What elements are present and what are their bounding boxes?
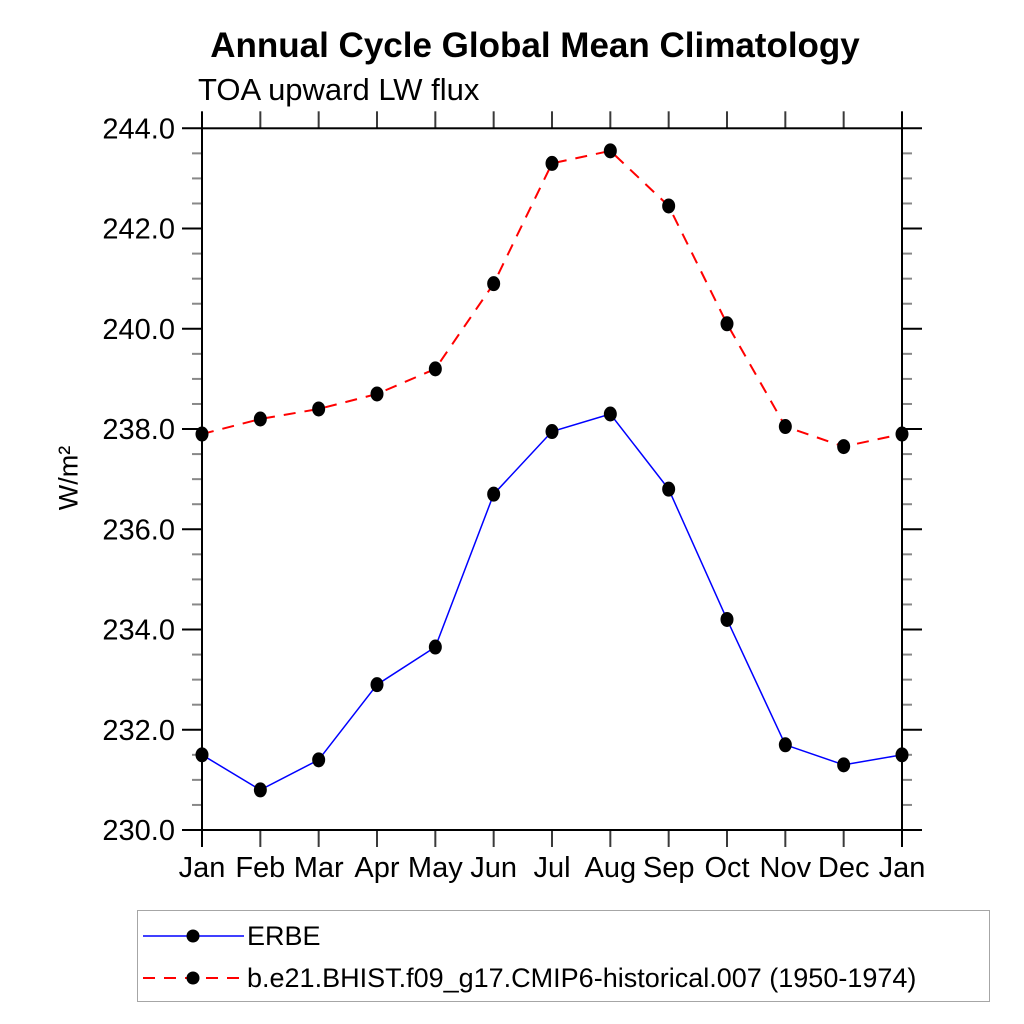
model-marker xyxy=(312,401,326,417)
x-tick-label: Dec xyxy=(818,852,870,884)
x-tick-label: Jul xyxy=(533,852,570,884)
model-marker xyxy=(195,426,209,442)
x-tick-label: Jan xyxy=(879,852,926,884)
x-tick-label: Apr xyxy=(354,852,399,884)
legend-entry-model: b.e21.BHIST.f09_g17.CMIP6-historical.007… xyxy=(143,963,916,993)
erbe-line xyxy=(201,413,903,791)
erbe-marker xyxy=(778,737,792,753)
y-tick-label: 238.0 xyxy=(102,414,175,446)
erbe-marker xyxy=(312,752,326,768)
erbe-line-sample xyxy=(143,929,244,943)
model-line xyxy=(201,149,903,448)
erbe-marker xyxy=(720,611,734,627)
model-marker xyxy=(895,426,909,442)
plot-frame xyxy=(201,127,903,832)
x-tick-label: Jun xyxy=(470,852,517,884)
erbe-marker xyxy=(253,782,267,798)
x-tick-label: Mar xyxy=(294,852,344,884)
x-tick-label: Feb xyxy=(235,852,285,884)
legend-box: ERBE b.e21.BHIST.f09_g17.CMIP6-historica… xyxy=(137,910,990,1002)
erbe-marker xyxy=(428,639,442,655)
x-tick-label: Oct xyxy=(704,852,749,884)
model-marker xyxy=(603,143,617,159)
erbe-marker xyxy=(195,747,209,763)
model-marker xyxy=(662,198,676,214)
model-marker xyxy=(837,439,851,455)
y-tick-label: 236.0 xyxy=(102,514,175,546)
erbe-marker xyxy=(662,481,676,497)
erbe-marker xyxy=(895,747,909,763)
erbe-marker xyxy=(603,406,617,422)
erbe-marker xyxy=(487,486,501,502)
legend-label-erbe: ERBE xyxy=(247,920,321,951)
x-tick-label: Sep xyxy=(643,852,695,884)
x-tick-label: Nov xyxy=(760,852,812,884)
erbe-marker xyxy=(370,677,384,693)
legend-label-model: b.e21.BHIST.f09_g17.CMIP6-historical.007… xyxy=(247,962,917,993)
y-tick-label: 244.0 xyxy=(102,113,175,145)
erbe-marker xyxy=(545,424,559,440)
x-tick-label: Jan xyxy=(179,852,226,884)
y-tick-label: 242.0 xyxy=(102,214,175,246)
model-marker xyxy=(370,386,384,402)
y-tick-label: 230.0 xyxy=(102,815,175,847)
y-axis-label: W/m² xyxy=(53,445,84,511)
x-tick-label: Aug xyxy=(585,852,637,884)
y-tick-label: 240.0 xyxy=(102,314,175,346)
model-marker xyxy=(720,316,734,332)
model-line-sample xyxy=(143,971,244,985)
model-marker xyxy=(778,419,792,435)
model-sample-marker-icon xyxy=(186,971,200,985)
chart-subtitle: TOA upward LW flux xyxy=(198,72,480,107)
model-marker xyxy=(428,361,442,377)
y-tick-label: 234.0 xyxy=(102,615,175,647)
x-tick-label: May xyxy=(408,852,463,884)
y-tick-label: 232.0 xyxy=(102,715,175,747)
model-marker xyxy=(545,155,559,171)
erbe-sample-marker-icon xyxy=(186,929,200,943)
chart-title: Annual Cycle Global Mean Climatology xyxy=(210,26,860,65)
model-marker xyxy=(253,411,267,427)
erbe-marker xyxy=(837,757,851,773)
legend-entry-erbe: ERBE xyxy=(143,921,321,951)
model-marker xyxy=(487,276,501,292)
